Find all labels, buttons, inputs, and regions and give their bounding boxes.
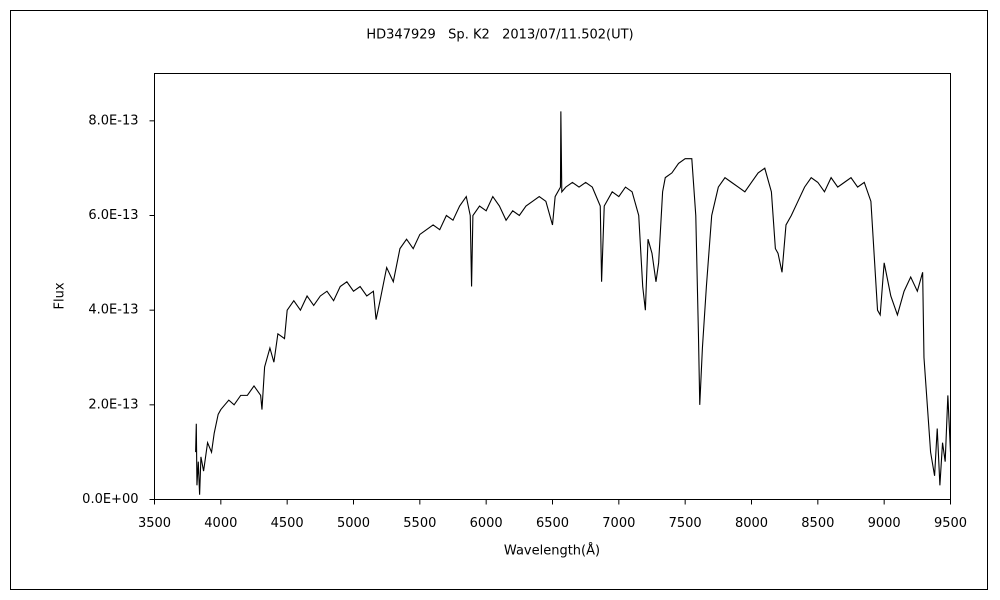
plot-area <box>154 73 951 500</box>
x-tick-label: 3500 <box>138 516 171 531</box>
x-tick-label: 6500 <box>536 516 569 531</box>
x-tick-label: 6000 <box>470 516 503 531</box>
frame <box>10 10 988 590</box>
y-tick-label: 2.0E-13 <box>88 397 138 412</box>
y-tick-label: 8.0E-13 <box>88 113 138 128</box>
y-tick-label: 6.0E-13 <box>88 208 138 223</box>
x-tick-label: 4000 <box>204 516 237 531</box>
x-tick-label: 4500 <box>271 516 304 531</box>
x-tick-label: 7000 <box>602 516 635 531</box>
x-tick-label: 9500 <box>934 516 967 531</box>
y-axis-label: Flux <box>53 282 68 309</box>
x-tick-label: 5000 <box>337 516 370 531</box>
x-tick-label: 8500 <box>801 516 834 531</box>
x-axis-label: Wavelength(Å) <box>504 543 600 559</box>
x-tick-label: 5500 <box>403 516 436 531</box>
x-tick-label: 9000 <box>868 516 901 531</box>
spectrum-line <box>195 111 952 495</box>
y-tick-label: 4.0E-13 <box>88 303 138 318</box>
chart-title: HD347929 Sp. K2 2013/07/11.502(UT) <box>366 28 633 43</box>
y-tick-label: 0.0E+00 <box>82 492 138 507</box>
x-tick-label: 7500 <box>669 516 702 531</box>
x-tick-label: 8000 <box>735 516 768 531</box>
